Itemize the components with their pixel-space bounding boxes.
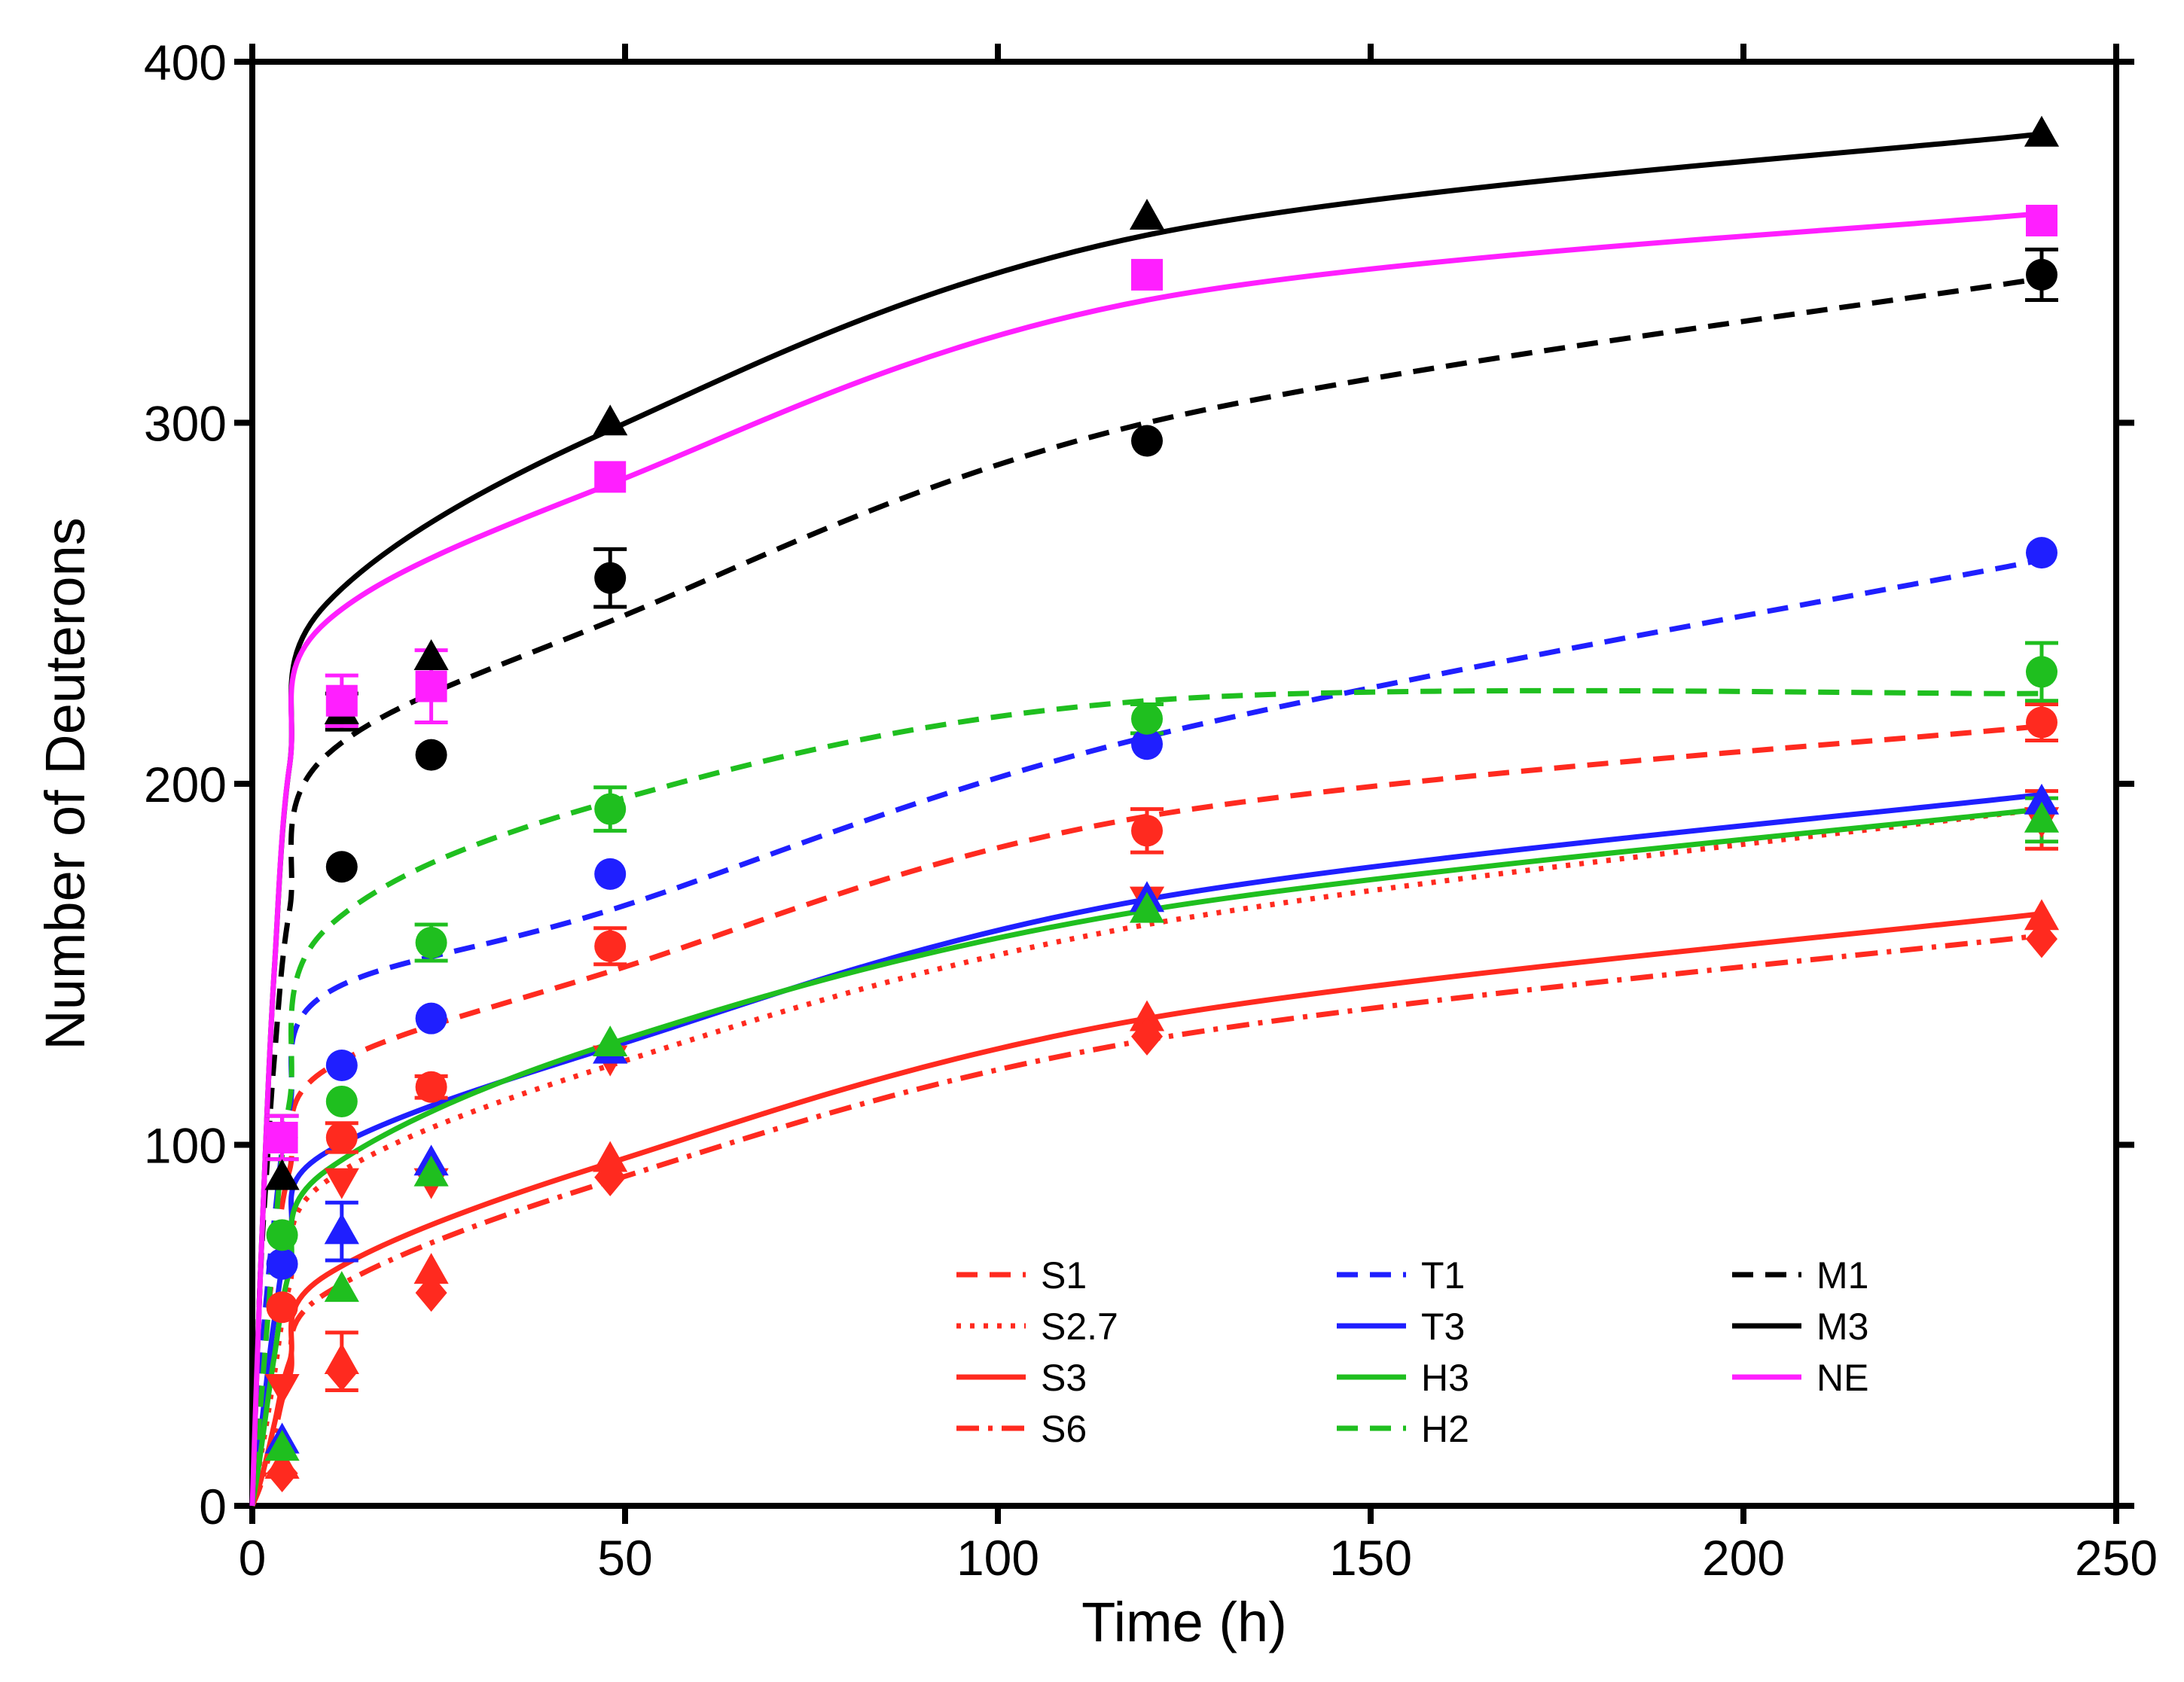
- data-point-h3: [593, 1025, 628, 1057]
- data-point-s6: [266, 1454, 298, 1493]
- legend-label-s3: S3: [1041, 1357, 1087, 1399]
- data-point-ne: [2026, 204, 2057, 236]
- data-point-s1: [266, 1291, 298, 1324]
- data-point-m3: [593, 404, 628, 436]
- data-point-t1: [415, 1002, 447, 1034]
- y-tick-label: 200: [144, 757, 227, 812]
- legend-label-m1: M1: [1816, 1254, 1868, 1297]
- fit-curve-ne: [249, 210, 2042, 1507]
- legend-label-t1: T1: [1421, 1254, 1465, 1297]
- data-point-ne: [325, 684, 358, 717]
- data-point-s6: [415, 1273, 447, 1312]
- data-point-s1: [1131, 815, 1163, 847]
- data-point-t1: [594, 858, 627, 890]
- data-point-m3: [2024, 115, 2060, 147]
- x-tick-label: 150: [1329, 1530, 1412, 1586]
- legend-label-s1: S1: [1041, 1254, 1087, 1297]
- data-point-m3: [264, 1159, 300, 1190]
- fit-curve-h3: [249, 806, 2042, 1507]
- data-point-h3: [1129, 891, 1165, 923]
- y-tick-label: 300: [144, 396, 227, 452]
- data-points: [264, 115, 2060, 1493]
- data-point-m1: [2026, 258, 2057, 291]
- data-point-s3: [2024, 899, 2060, 931]
- data-point-h2: [594, 793, 627, 825]
- data-point-t1: [1131, 728, 1163, 760]
- data-point-h3: [264, 1430, 300, 1461]
- data-point-m1: [415, 739, 447, 771]
- legend-label-m3: M3: [1816, 1306, 1868, 1348]
- fit-curve-t1: [249, 557, 2042, 1507]
- x-tick-label: 50: [597, 1530, 652, 1586]
- data-point-h3: [413, 1155, 449, 1187]
- x-tick-label: 200: [1702, 1530, 1785, 1586]
- data-point-ne: [266, 1121, 298, 1153]
- data-point-m3: [1129, 199, 1165, 230]
- data-point-t1: [325, 1050, 358, 1082]
- legend-label-s6: S6: [1041, 1408, 1087, 1450]
- legend-label-ne: NE: [1816, 1357, 1868, 1399]
- x-tick-label: 0: [239, 1530, 267, 1586]
- legend-label-h3: H3: [1421, 1357, 1469, 1399]
- data-point-s1: [415, 1071, 447, 1103]
- data-point-s2-7: [324, 1168, 359, 1199]
- data-point-s1: [594, 930, 627, 962]
- x-tick-label: 100: [956, 1530, 1039, 1586]
- data-point-h2: [266, 1219, 298, 1251]
- data-point-s6: [2026, 919, 2057, 958]
- data-point-s3: [1129, 1000, 1165, 1031]
- fit-curves: [249, 131, 2042, 1507]
- axes: 0 50 100 150 200 250 0 100 200 300 400: [144, 35, 2158, 1586]
- data-point-m1: [325, 851, 358, 883]
- data-point-ne: [594, 461, 627, 493]
- data-point-s1: [325, 1121, 358, 1153]
- data-point-t3: [2024, 783, 2060, 815]
- data-point-h3: [2024, 801, 2060, 833]
- y-axis-label: Number of Deuterons: [34, 517, 96, 1050]
- fit-curve-h2: [249, 687, 2042, 1507]
- data-point-h2: [415, 926, 447, 958]
- data-point-ne: [1131, 258, 1163, 291]
- legend: S1 S2.7 S3 S6 T1 T3 H3 H2 M1 M3 NE: [956, 1254, 1868, 1450]
- y-tick-label: 400: [144, 35, 227, 90]
- data-point-m1: [1131, 425, 1163, 457]
- x-axis-label: Time (h): [1081, 1591, 1287, 1653]
- legend-label-h2: H2: [1421, 1408, 1469, 1450]
- data-point-s6: [1131, 1017, 1163, 1056]
- data-point-s2-7: [264, 1373, 300, 1405]
- data-point-s3: [593, 1141, 628, 1172]
- y-tick-label: 0: [199, 1479, 227, 1534]
- legend-label-s2-7: S2.7: [1041, 1306, 1118, 1348]
- data-point-ne: [415, 670, 447, 702]
- data-point-m3: [413, 639, 449, 670]
- data-point-m1: [594, 562, 627, 594]
- data-point-s3: [413, 1253, 449, 1284]
- data-point-h3: [324, 1271, 359, 1303]
- x-tick-label: 250: [2075, 1530, 2158, 1586]
- data-point-s6: [325, 1353, 358, 1391]
- data-point-h2: [2026, 656, 2057, 688]
- data-point-s6: [594, 1158, 627, 1196]
- data-point-s1: [2026, 706, 2057, 739]
- data-point-h2: [325, 1085, 358, 1117]
- data-point-t3: [324, 1213, 359, 1245]
- legend-label-t3: T3: [1421, 1306, 1465, 1348]
- data-point-t1: [266, 1248, 298, 1280]
- y-tick-label: 100: [144, 1118, 227, 1174]
- data-point-h2: [1131, 702, 1163, 735]
- data-point-t1: [2026, 537, 2057, 569]
